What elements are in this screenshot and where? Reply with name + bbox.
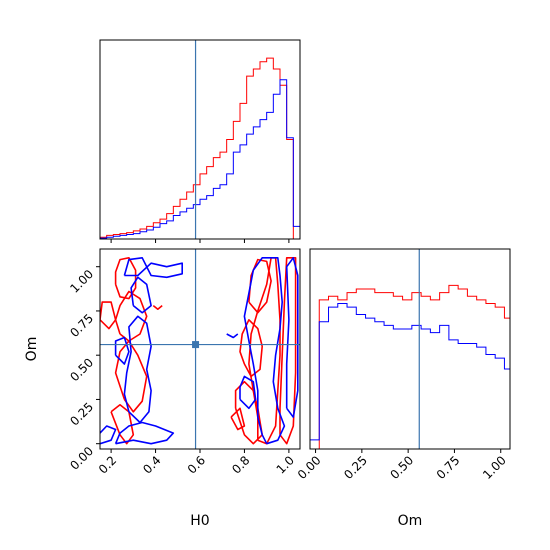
contour-red-9: [239, 319, 263, 378]
panel-frame-hist-h0: [99, 39, 301, 240]
x-ticks-om: 0.00 0.25 0.50 0.75 1.00: [295, 449, 509, 482]
h0-x-tick-label-0: 0.2: [96, 453, 119, 476]
hist-om-blue: [310, 303, 510, 449]
om-y-tick-label-3: 0.75: [67, 311, 96, 340]
om-x-tick-label-1: 0.25: [341, 453, 370, 482]
om-y-tick-label-0: 0.00: [67, 444, 96, 473]
om-x-tick-label-4: 1.00: [480, 453, 509, 482]
contour-blue-5: [123, 257, 183, 279]
contour-red-5: [152, 304, 163, 310]
y-ticks-om: 0.00 0.25 0.50 0.75 1.00: [67, 266, 100, 473]
contour-blue-7: [243, 257, 286, 445]
om-x-tick-label-3: 0.75: [434, 453, 463, 482]
contour-red-4: [114, 257, 137, 300]
hist-om-red: [310, 284, 510, 449]
om-x-tick-label-0: 0.00: [295, 453, 324, 482]
hist-h0-blue: [100, 79, 300, 239]
contour-blue-1: [114, 421, 175, 445]
contour-blue-6: [226, 333, 239, 339]
h0-x-tick-label-2: 0.6: [185, 453, 208, 476]
y-axis-label-om: Om: [24, 337, 40, 362]
om-y-tick-label-1: 0.25: [67, 400, 96, 429]
panel-contour-h0-om: 0.2 0.4 0.6 0.8 1.0 0.000.250.500.751.00 H0 …: [24, 248, 301, 529]
contour-blue-9: [285, 257, 299, 418]
om-x-tick-label-2: 0.50: [387, 453, 416, 482]
x-ticks-h0: 0.2 0.4 0.6 0.8 1.0: [96, 449, 297, 477]
contour-red-3: [100, 301, 117, 330]
contour-red-8: [248, 257, 281, 445]
contour-red-2: [114, 290, 148, 342]
contour-red-1: [114, 340, 148, 413]
x-axis-label-h0: H0: [190, 513, 209, 529]
h0-x-tick-label-1: 0.4: [140, 453, 163, 476]
contour-red-11: [279, 257, 297, 445]
contour-blue-0: [100, 425, 117, 445]
h0-x-tick-label-3: 0.8: [229, 453, 252, 476]
contour-blue-8: [239, 375, 257, 410]
contour-red-0: [110, 404, 135, 445]
x-axis-label-om: Om: [398, 513, 423, 529]
om-y-tick-label-4: 1.00: [67, 267, 96, 296]
panel-hist-h0: [99, 39, 301, 243]
panel-frame-hist-om: [309, 248, 511, 450]
contour-blue-2: [123, 315, 152, 424]
h0-x-tick-label-4: 1.0: [274, 453, 297, 476]
panel-hist-om: 0.00 0.25 0.50 0.75 1.00 Om: [295, 248, 511, 529]
hist-h0-red: [100, 57, 300, 239]
truth-marker: [192, 341, 200, 349]
contours-blue: [100, 257, 299, 445]
ticks-hist-h0: [110, 239, 290, 243]
contour-blue-4: [130, 276, 152, 314]
contour-red-7: [230, 407, 246, 431]
om-y-tick-label-2: 0.50: [67, 355, 96, 384]
